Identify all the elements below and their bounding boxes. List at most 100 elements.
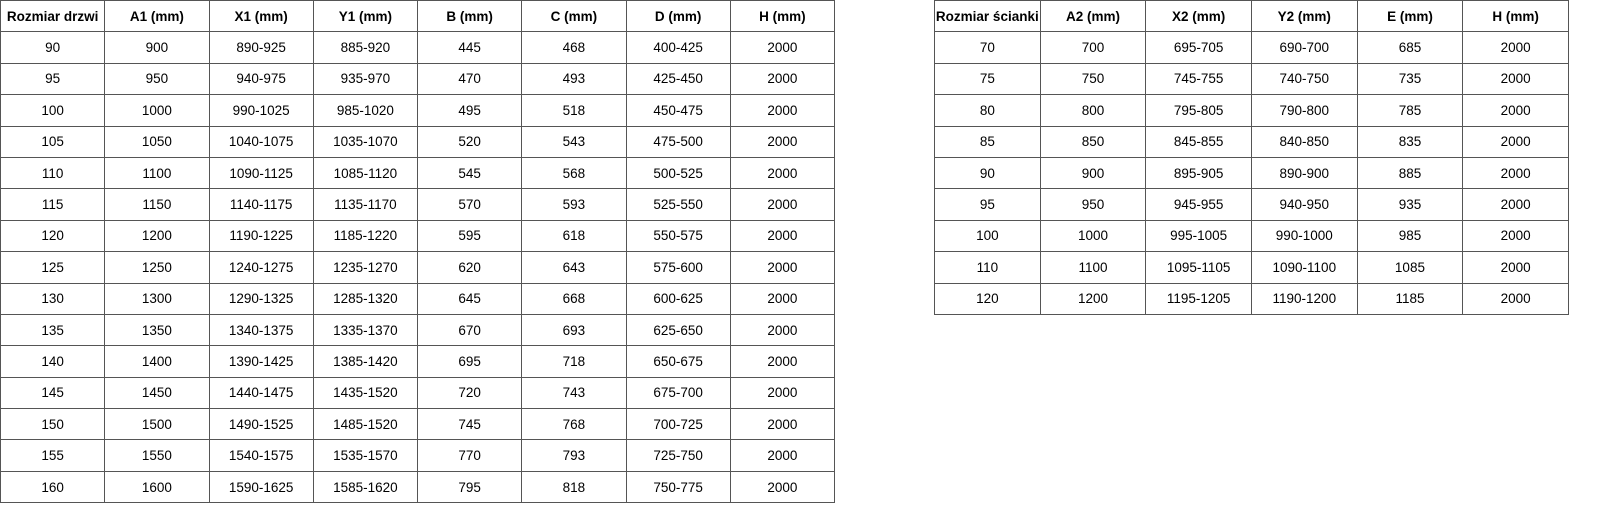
table-row: 120 1200 1190-1225 1185-1220 595 618 550-575 20… xyxy=(0,219,836,253)
table-cell: 1500 xyxy=(104,408,210,441)
table-cell: 985 xyxy=(1356,219,1464,253)
table-cell: 95 xyxy=(0,62,106,96)
table-cell: 2000 xyxy=(1462,31,1569,64)
table-cell: 693 xyxy=(521,313,627,347)
table-cell: 935-970 xyxy=(312,62,419,96)
table-cell: 2000 xyxy=(1462,94,1569,127)
table-cell: 1185-1220 xyxy=(312,219,419,253)
table-cell: 2000 xyxy=(1462,251,1569,284)
table-cell: 1435-1520 xyxy=(312,376,419,410)
table-cell: 850 xyxy=(1039,125,1147,158)
table-cell: 1540-1575 xyxy=(208,439,314,472)
column-header: Rozmiar drzwi xyxy=(0,0,106,33)
table-cell: 690-700 xyxy=(1250,31,1358,64)
table-cell: 795-805 xyxy=(1145,94,1252,127)
table-cell: 518 xyxy=(521,94,627,127)
table-cell: 793 xyxy=(521,439,627,472)
table-cell: 1590-1625 xyxy=(208,470,314,504)
table-cell: 620 xyxy=(416,251,523,284)
table-row: 145 1450 1440-1475 1435-1520 720 743 675-700 20… xyxy=(0,376,836,410)
table-cell: 1190-1225 xyxy=(208,219,314,253)
table-cell: 1200 xyxy=(1039,282,1147,315)
table-cell: 155 xyxy=(0,439,106,472)
table-cell: 1335-1370 xyxy=(312,313,419,347)
table-cell: 2000 xyxy=(729,31,836,64)
table-cell: 1235-1270 xyxy=(312,251,419,284)
table-cell: 140 xyxy=(0,345,106,378)
table-cell: 1490-1525 xyxy=(208,408,314,441)
table-row: 100 1000 990-1025 985-1020 495 518 450-475 2000 xyxy=(0,94,836,127)
table-cell: 593 xyxy=(521,188,627,221)
table-cell: 1400 xyxy=(104,345,210,378)
column-header: A2 (mm) xyxy=(1039,0,1147,33)
table-cell: 618 xyxy=(521,219,627,253)
column-header: A1 (mm) xyxy=(104,0,210,33)
table-cell: 2000 xyxy=(1462,156,1569,190)
table-cell: 2000 xyxy=(1462,282,1569,315)
table-cell: 110 xyxy=(934,251,1041,284)
table-cell: 625-650 xyxy=(625,313,731,347)
table-cell: 890-925 xyxy=(208,31,314,64)
table-cell: 818 xyxy=(521,470,627,504)
table-cell: 1190-1200 xyxy=(1250,282,1358,315)
table-cell: 885-920 xyxy=(312,31,419,64)
table-cell: 1585-1620 xyxy=(312,470,419,504)
table-cell: 2000 xyxy=(729,470,836,504)
column-header: X2 (mm) xyxy=(1145,0,1252,33)
table-cell: 2000 xyxy=(729,376,836,410)
table-cell: 695 xyxy=(416,345,523,378)
table-cell: 1300 xyxy=(104,282,210,315)
table-cell: 650-675 xyxy=(625,345,731,378)
table-row: 80 800 795-805 790-800 785 2000 xyxy=(934,94,1569,127)
table-cell: 100 xyxy=(0,94,106,127)
table-row: 120 1200 1195-1205 1190-1200 1185 2000 xyxy=(934,282,1569,315)
table-cell: 645 xyxy=(416,282,523,315)
table-cell: 845-855 xyxy=(1145,125,1252,158)
table-cell: 795 xyxy=(416,470,523,504)
table-cell: 890-900 xyxy=(1250,156,1358,190)
table-cell: 1085-1120 xyxy=(312,156,419,190)
table-cell: 100 xyxy=(934,219,1041,253)
table-cell: 2000 xyxy=(729,439,836,472)
table-cell: 1485-1520 xyxy=(312,408,419,441)
table-cell: 1000 xyxy=(104,94,210,127)
table-cell: 990-1000 xyxy=(1250,219,1358,253)
table-cell: 425-450 xyxy=(625,62,731,96)
table-cell: 600-625 xyxy=(625,282,731,315)
table-cell: 150 xyxy=(0,408,106,441)
table-cell: 1195-1205 xyxy=(1145,282,1252,315)
table-cell: 468 xyxy=(521,31,627,64)
table-cell: 450-475 xyxy=(625,94,731,127)
table-cell: 2000 xyxy=(729,219,836,253)
table-cell: 1550 xyxy=(104,439,210,472)
table-cell: 800 xyxy=(1039,94,1147,127)
table-cell: 568 xyxy=(521,156,627,190)
table-cell: 1285-1320 xyxy=(312,282,419,315)
table-cell: 2000 xyxy=(729,313,836,347)
table-cell: 643 xyxy=(521,251,627,284)
table-cell: 2000 xyxy=(729,125,836,158)
table-cell: 1150 xyxy=(104,188,210,221)
table-cell: 130 xyxy=(0,282,106,315)
table-row: 130 1300 1290-1325 1285-1320 645 668 600-625 20… xyxy=(0,282,836,315)
table-cell: 2000 xyxy=(1462,125,1569,158)
table-cell: 695-705 xyxy=(1145,31,1252,64)
table-cell: 1340-1375 xyxy=(208,313,314,347)
table-cell: 2000 xyxy=(1462,62,1569,96)
column-header: H (mm) xyxy=(729,0,836,33)
table-cell: 1600 xyxy=(104,470,210,504)
table-cell: 1090-1100 xyxy=(1250,251,1358,284)
table-cell: 1000 xyxy=(1039,219,1147,253)
column-header: C (mm) xyxy=(521,0,627,33)
table-cell: 543 xyxy=(521,125,627,158)
table-row: 90 900 890-925 885-920 445 468 400-425 2000 xyxy=(0,31,836,64)
table-cell: 470 xyxy=(416,62,523,96)
table-cell: 90 xyxy=(0,31,106,64)
table-cell: 70 xyxy=(934,31,1041,64)
table-cell: 668 xyxy=(521,282,627,315)
table-cell: 750 xyxy=(1039,62,1147,96)
header-row: Rozmiar ścianki A2 (mm) X2 (mm) Y2 (mm) E (m… xyxy=(934,0,1569,33)
table-cell: 1135-1170 xyxy=(312,188,419,221)
table-cell: 750-775 xyxy=(625,470,731,504)
table-cell: 740-750 xyxy=(1250,62,1358,96)
